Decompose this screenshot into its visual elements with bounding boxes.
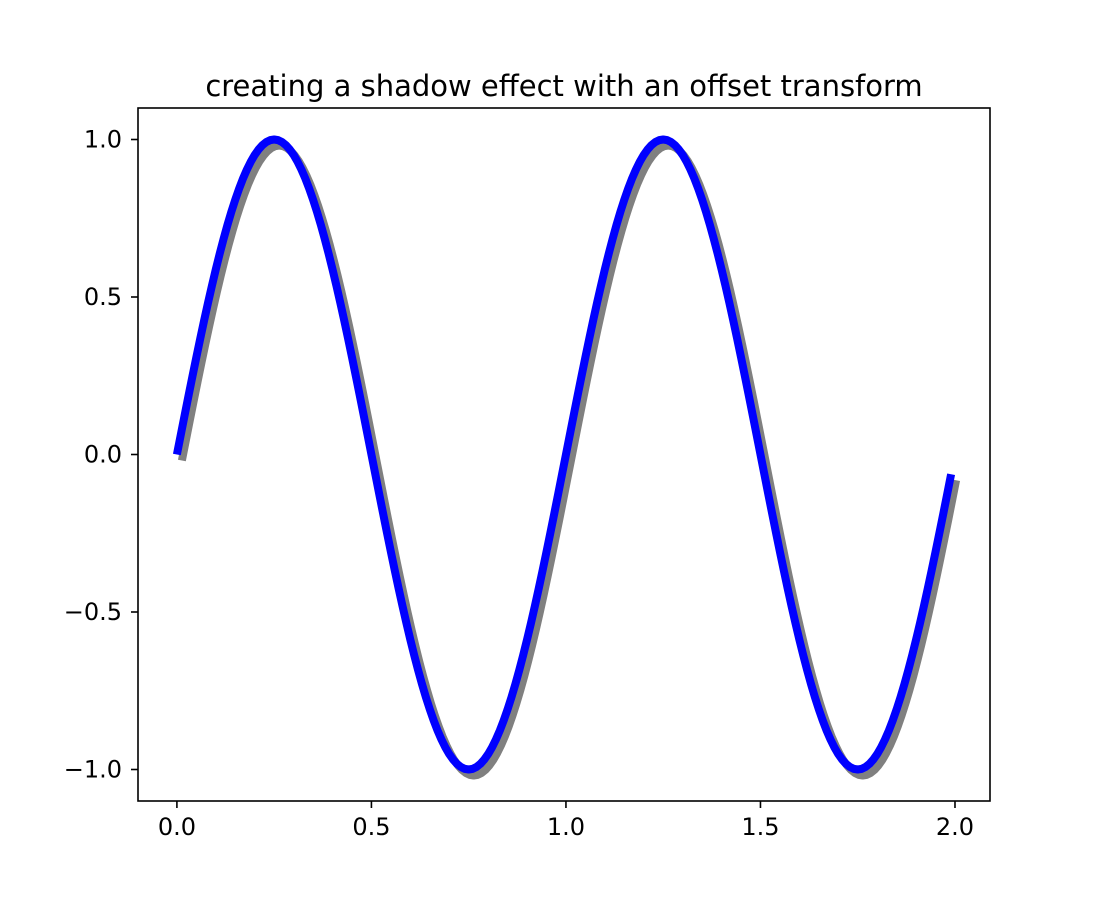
axes: 0.0 0.5 1.0 1.5 2.0 1.0 0.5 0.0 −0.5 −1.0 (64, 126, 974, 842)
axes-frame-layer (137, 107, 991, 802)
plot-frame (137, 107, 991, 802)
y-tick-label: −1.0 (64, 756, 122, 784)
x-tick-label: 1.5 (741, 813, 779, 841)
y-tick-label: 0.5 (84, 283, 122, 311)
y-tick-label: 0.0 (84, 441, 122, 469)
x-tick-label: 0.5 (352, 813, 390, 841)
series-layer (172, 135, 961, 780)
y-tick-label: 1.0 (84, 126, 122, 154)
series-line (172, 135, 956, 774)
x-tick-label: 1.0 (547, 813, 585, 841)
x-tick-label: 2.0 (936, 813, 974, 841)
y-tick-label: −0.5 (64, 598, 122, 626)
chart-title: creating a shadow effect with an offset … (205, 69, 922, 103)
x-tick-label: 0.0 (158, 813, 196, 841)
